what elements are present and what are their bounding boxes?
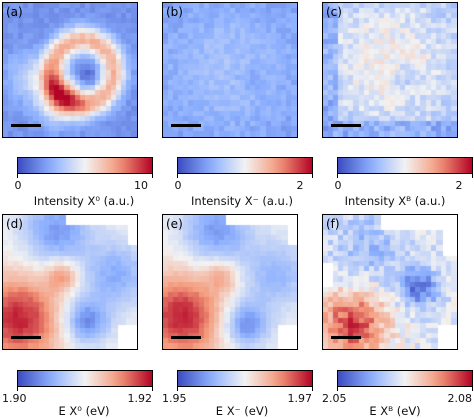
colorbar-f-tick-min: 2.05 [322, 392, 347, 405]
heatmap-e-image [163, 215, 297, 349]
colorbar-e-tick-max: 1.97 [287, 392, 313, 405]
heatmap-c-image [323, 3, 457, 137]
colorbar-c-tick-min: 0 [334, 179, 342, 192]
heatmap-f-image [323, 215, 457, 349]
colorbar-c [337, 157, 473, 174]
colorbar-b [177, 157, 313, 174]
heatmap-panel-e: (e) [162, 214, 298, 350]
scale-bar-b [171, 124, 201, 127]
colorbar-c-tick-max: 2 [455, 179, 463, 192]
scale-bar-c [331, 124, 361, 127]
heatmap-panel-a: (a) [2, 2, 138, 138]
colorbar-b-label: Intensity X⁻ (a.u.) [191, 194, 293, 208]
colorbar-f-label: E Xᴮ (eV) [369, 404, 421, 418]
panel-label-b: (b) [166, 5, 183, 19]
colorbar-d-tick-min: 1.90 [2, 392, 27, 405]
colorbar-f-tick-max: 2.08 [447, 392, 473, 405]
colorbar-e [177, 370, 313, 387]
heatmap-panel-c: (c) [322, 2, 458, 138]
panel-label-a: (a) [6, 5, 23, 19]
colorbar-d-label: E X⁰ (eV) [58, 404, 110, 418]
heatmap-panel-b: (b) [162, 2, 298, 138]
colorbar-f [337, 370, 473, 387]
heatmap-panel-f: (f) [322, 214, 458, 350]
panel-label-c: (c) [326, 5, 342, 19]
scale-bar-a [11, 124, 41, 127]
panel-label-e: (e) [166, 217, 183, 231]
colorbar-d [17, 370, 153, 387]
heatmap-b-image [163, 3, 297, 137]
colorbar-b-tick-max: 2 [296, 179, 304, 192]
scale-bar-f [331, 336, 361, 339]
heatmap-d-image [3, 215, 137, 349]
colorbar-a-label: Intensity X⁰ (a.u.) [33, 194, 135, 208]
heatmap-a-image [3, 3, 137, 137]
colorbar-a-tick-max: 10 [134, 179, 148, 192]
scale-bar-d [11, 336, 41, 339]
colorbar-a [17, 157, 153, 174]
scale-bar-e [171, 336, 201, 339]
colorbar-c-label: Intensity Xᴮ (a.u.) [344, 194, 446, 208]
colorbar-e-tick-min: 1.95 [162, 392, 187, 405]
colorbar-b-tick-min: 0 [174, 179, 182, 192]
panel-label-d: (d) [6, 217, 23, 231]
colorbar-a-tick-min: 0 [14, 179, 22, 192]
heatmap-panel-d: (d) [2, 214, 138, 350]
panel-label-f: (f) [326, 217, 340, 231]
colorbar-d-tick-max: 1.92 [127, 392, 153, 405]
colorbar-e-label: E X⁻ (eV) [215, 404, 269, 418]
